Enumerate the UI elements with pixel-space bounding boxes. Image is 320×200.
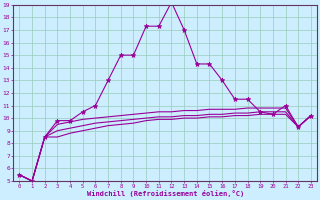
X-axis label: Windchill (Refroidissement éolien,°C): Windchill (Refroidissement éolien,°C) — [86, 190, 244, 197]
